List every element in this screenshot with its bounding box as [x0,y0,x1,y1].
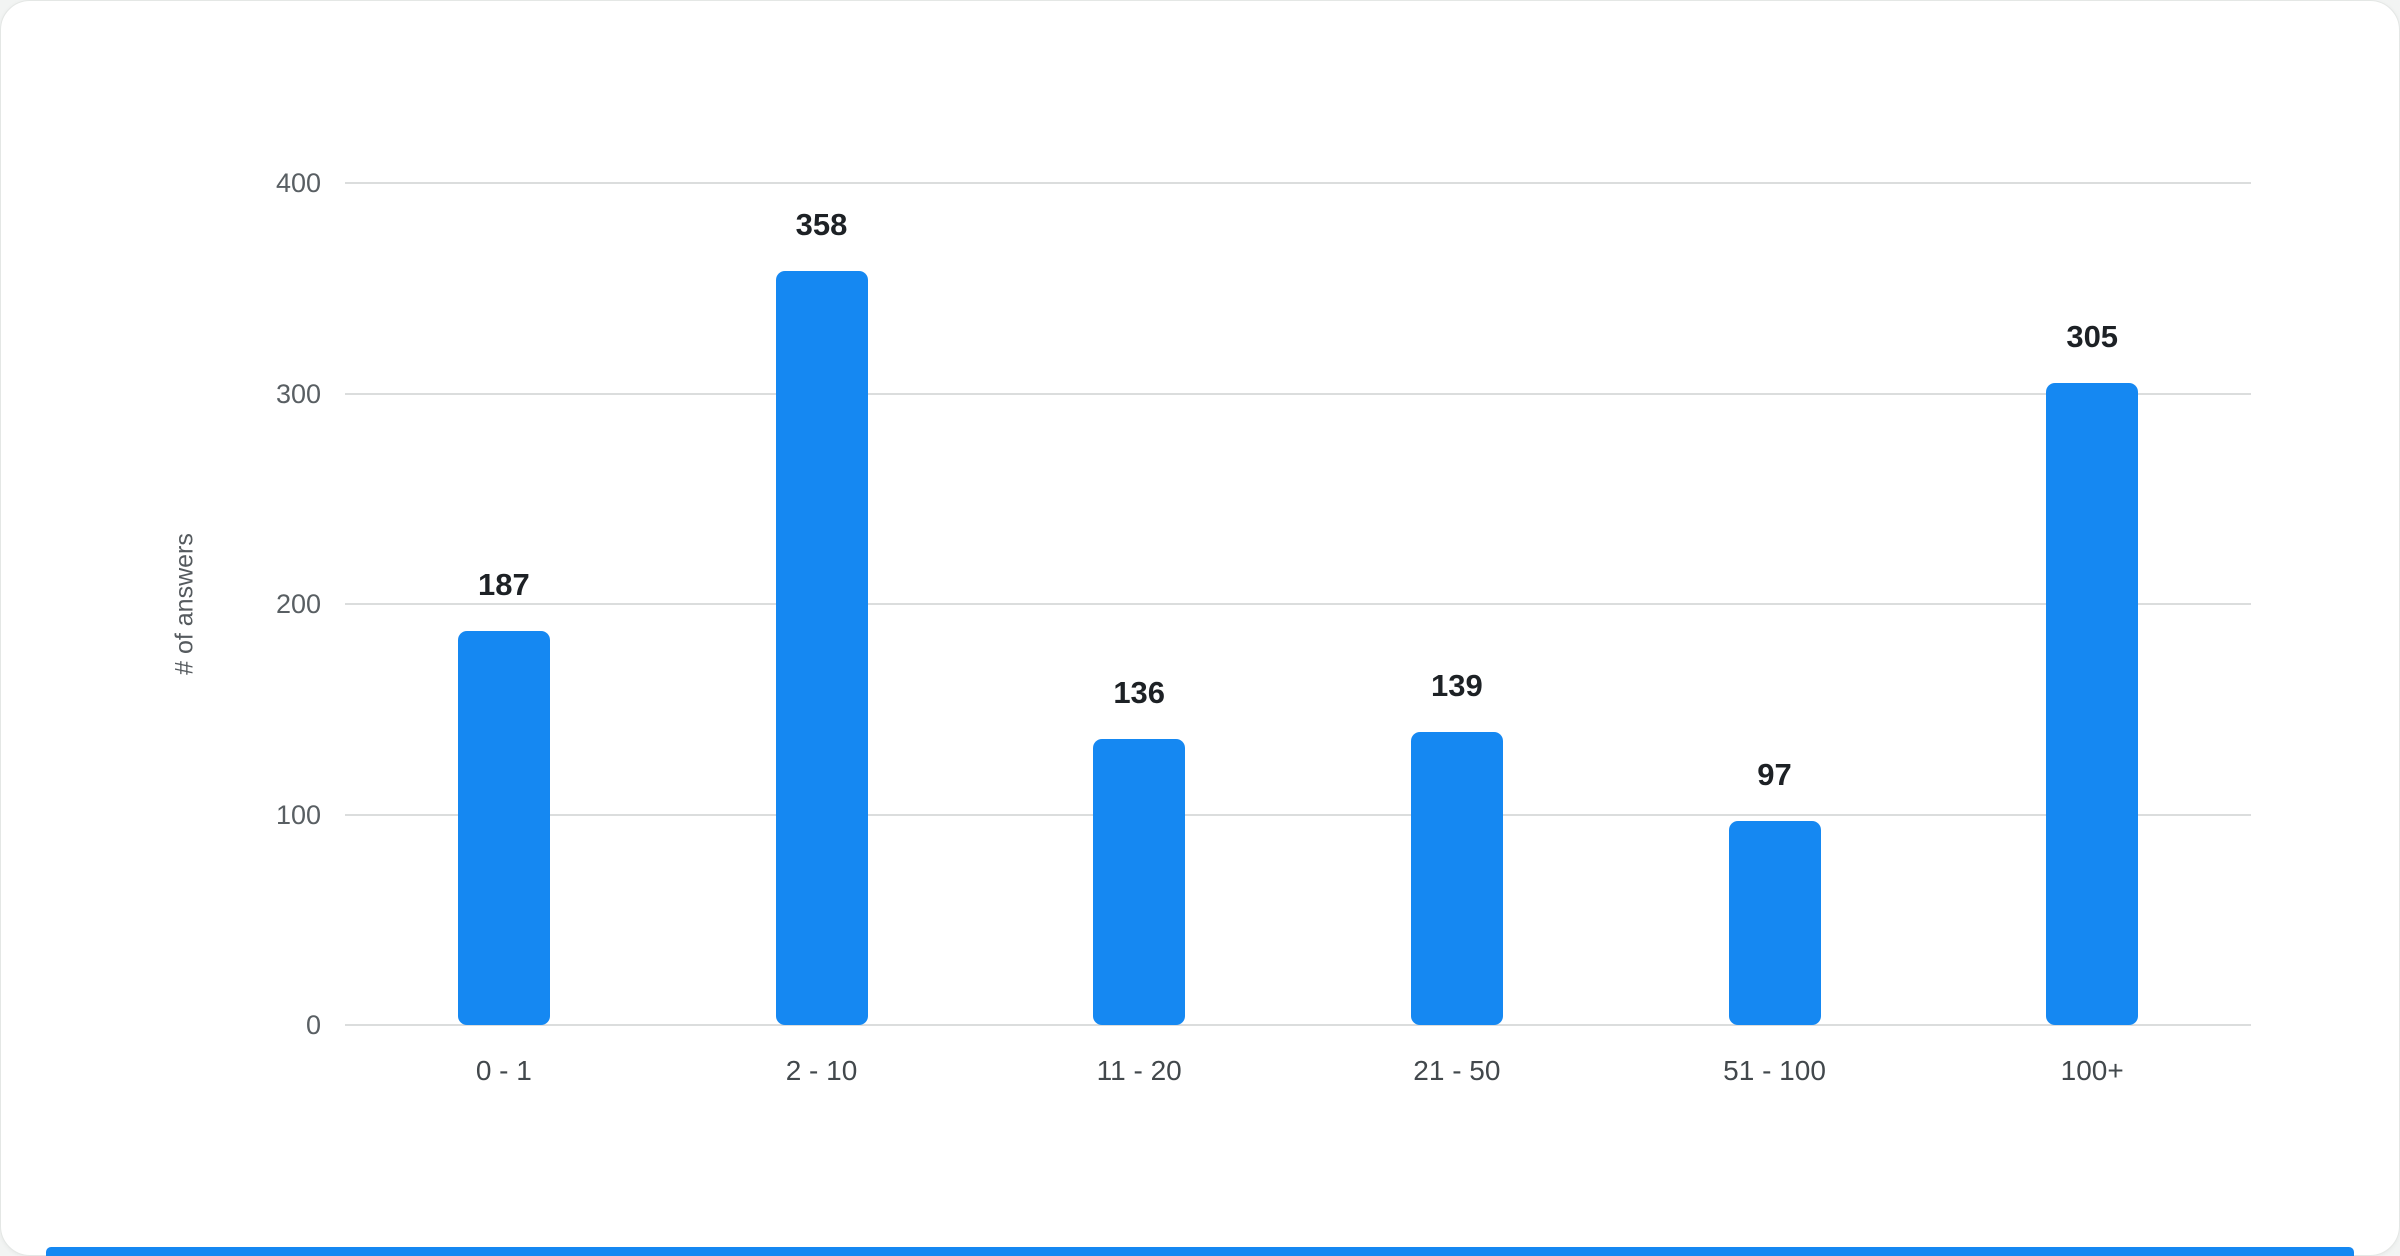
y-tick-label: 200 [275,589,321,619]
gridline [345,1024,2251,1026]
bar-column: 97 [1616,183,1934,1025]
x-tick-label: 0 - 1 [475,1055,532,1086]
gridline [345,182,2251,184]
bar [775,271,868,1025]
bar-value-label: 358 [795,207,848,243]
bar [457,631,550,1025]
x-tick-label: 51 - 100 [1723,1055,1826,1086]
y-tick-label: 300 [275,378,321,409]
x-tick-label: 11 - 20 [1096,1055,1182,1086]
bar-column: 136 [980,183,1298,1025]
y-tick-label: 0 [305,1010,321,1040]
bar-columns: 187 358 136 139 97 305 [345,183,2251,1025]
bar-value-label: 187 [477,567,530,603]
y-axis-title: # of answers [170,533,199,675]
bar [1410,732,1503,1025]
y-tick-label: 100 [275,799,321,830]
x-tick-label: 100+ [2060,1055,2124,1086]
plot-area: 187 358 136 139 97 305 [345,182,2251,1026]
bar-value-label: 139 [1430,668,1483,704]
gridline [345,392,2251,395]
bar-value-label: 305 [2066,318,2119,354]
bar [1728,820,1821,1025]
bar-column: 187 [345,183,663,1025]
y-axis-ticks: 0 100 200 300 400 [211,168,321,1040]
bar-column: 305 [1933,183,2251,1025]
y-tick-label: 400 [275,168,321,198]
x-axis-labels: 0 - 1 2 - 10 11 - 20 21 - 50 51 - 100 100+ [345,1055,2251,1087]
bar-value-label: 97 [1757,756,1792,792]
bar-column: 139 [1298,183,1616,1025]
gridlines [345,182,2251,1026]
bottom-accent-strip [46,1247,2354,1256]
bar [1093,738,1186,1025]
x-tick-label: 21 - 50 [1413,1055,1501,1086]
x-tick-label: 2 - 10 [785,1055,858,1086]
bar-value-label: 136 [1113,674,1166,710]
bar [2046,382,2139,1025]
gridline [345,813,2251,816]
gridline [345,603,2251,605]
bar-column: 358 [663,183,981,1025]
